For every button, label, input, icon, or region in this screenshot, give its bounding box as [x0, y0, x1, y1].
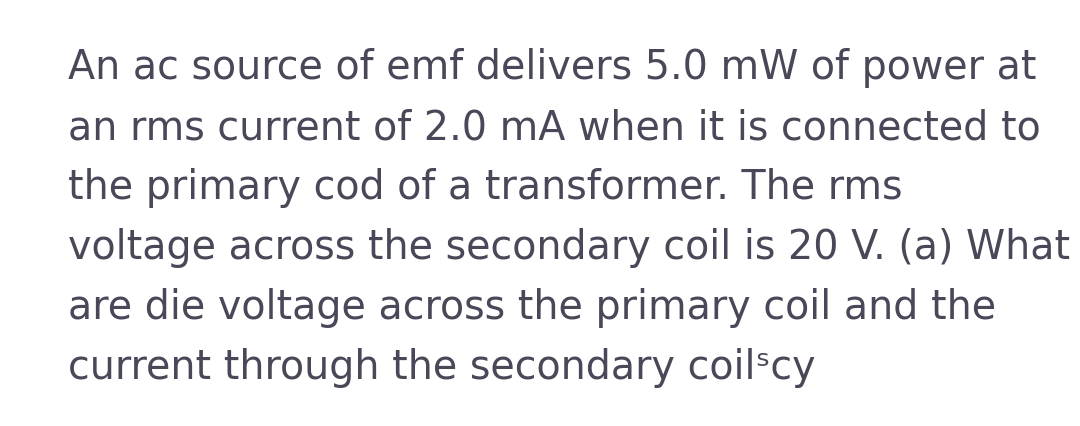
Text: the primary cod of a transformer. The rms: the primary cod of a transformer. The rm… [68, 168, 903, 208]
Text: an rms current of 2.0 mA when it is connected to: an rms current of 2.0 mA when it is conn… [68, 108, 1041, 148]
Text: voltage across the secondary coil is 20 V. (a) What: voltage across the secondary coil is 20 … [68, 228, 1070, 268]
Text: current through the secondary coilˢcy: current through the secondary coilˢcy [68, 348, 815, 388]
Text: An ac source of emf delivers 5.0 mW of power at: An ac source of emf delivers 5.0 mW of p… [68, 48, 1037, 88]
Text: are die voltage across the primary coil and the: are die voltage across the primary coil … [68, 288, 996, 328]
